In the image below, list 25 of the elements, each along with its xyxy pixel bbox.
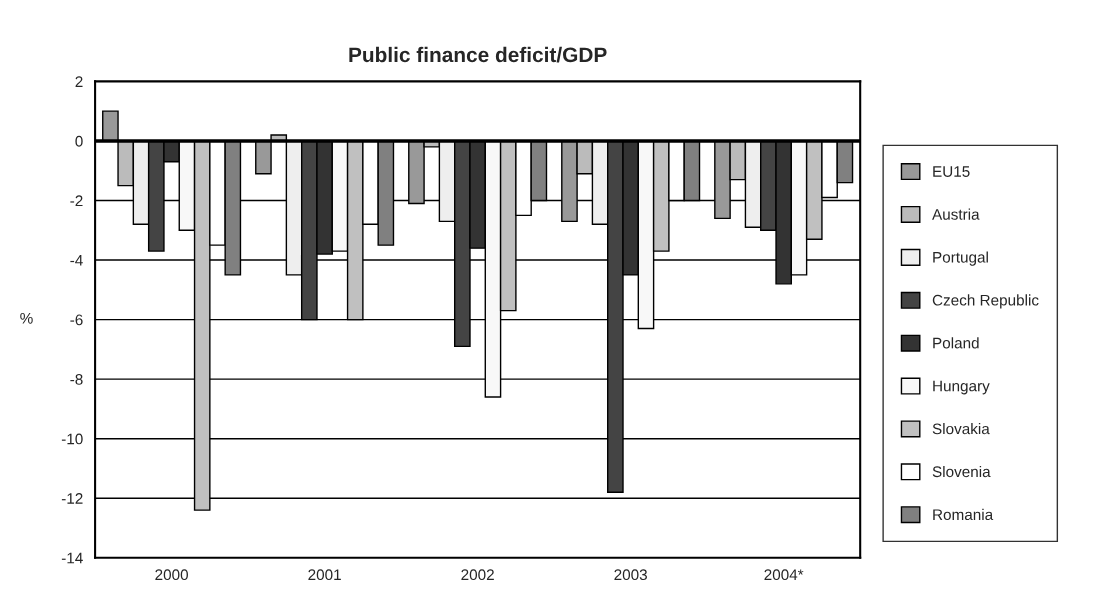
y-tick-label: -8 <box>70 374 83 385</box>
y-tick-label: -6 <box>70 314 83 326</box>
y-tick-label: 0 <box>75 135 83 147</box>
y-tick-label: -14 <box>61 552 83 564</box>
legend-label: Hungary <box>933 380 990 395</box>
y-tick-label: -12 <box>61 493 83 504</box>
legend-label: EU15 <box>933 166 970 177</box>
legend-label: Poland <box>933 337 979 349</box>
legend-label: Slovakia <box>932 423 990 435</box>
x-tick-label: 2003 <box>614 569 647 581</box>
legend-label: Portugal <box>933 251 988 266</box>
legend-label: Austria <box>932 208 980 220</box>
y-tick-label: -10 <box>61 433 83 445</box>
x-tick-label: 2001 <box>308 569 341 581</box>
legend-label: Slovenia <box>932 465 991 478</box>
y-tick-label: 2 <box>75 76 83 87</box>
x-tick-label: 2002 <box>461 569 494 581</box>
x-tick-label: 2000 <box>155 569 188 581</box>
legend-label: Romania <box>933 508 994 521</box>
chart-title: Public finance deficit/GDP <box>349 46 607 63</box>
y-tick-label: -2 <box>70 195 83 207</box>
y-tick-label: -4 <box>70 255 83 266</box>
x-tick-label: 2004* <box>764 569 804 581</box>
y-axis-title: % <box>20 312 33 324</box>
legend-label: Czech Republic <box>932 294 1039 309</box>
